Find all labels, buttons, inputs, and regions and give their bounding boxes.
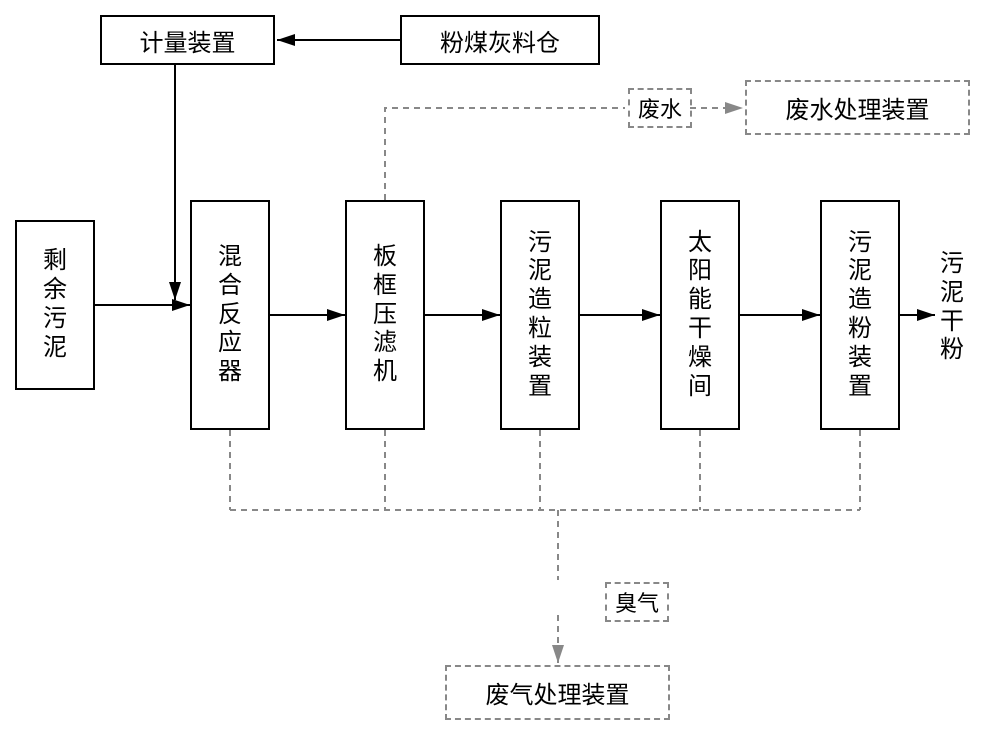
granulator-label: 污泥造粒装置	[528, 229, 552, 402]
metering-box: 计量装置	[100, 15, 275, 65]
odor-label: 臭气	[605, 582, 669, 622]
mixer-box: 混合反应器	[190, 200, 270, 430]
mixer-label: 混合反应器	[218, 243, 242, 387]
output-label: 污泥干粉	[940, 250, 964, 365]
wastewater-label: 废水	[628, 88, 692, 128]
sludge-in-box: 剩余污泥	[15, 220, 95, 390]
flyash-label: 粉煤灰料仓	[440, 23, 560, 58]
gas-treatment-label: 废气处理装置	[486, 675, 630, 710]
wastewater-treatment-label: 废水处理装置	[786, 90, 930, 125]
filter-box: 板框压滤机	[345, 200, 425, 430]
solar-dryer-box: 太阳能干燥间	[660, 200, 740, 430]
filter-label: 板框压滤机	[373, 243, 397, 387]
wastewater-treatment-box: 废水处理装置	[745, 80, 970, 135]
powder-label: 污泥造粉装置	[848, 229, 872, 402]
sludge-in-label: 剩余污泥	[43, 247, 67, 362]
granulator-box: 污泥造粒装置	[500, 200, 580, 430]
metering-label: 计量装置	[140, 23, 236, 58]
solar-dryer-label: 太阳能干燥间	[688, 229, 712, 402]
flyash-box: 粉煤灰料仓	[400, 15, 600, 65]
gas-treatment-box: 废气处理装置	[445, 665, 670, 720]
powder-box: 污泥造粉装置	[820, 200, 900, 430]
